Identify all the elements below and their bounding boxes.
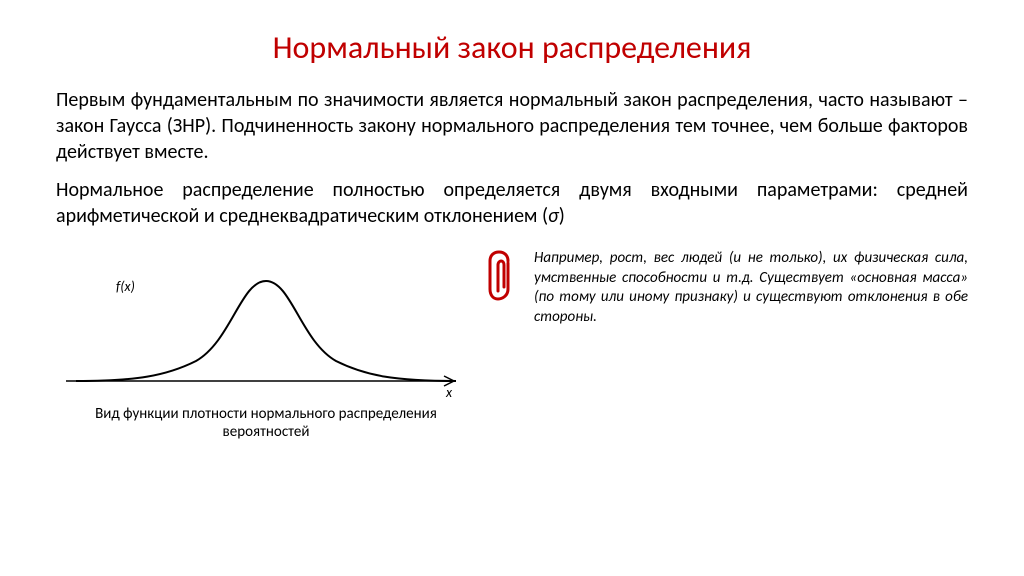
clip-column xyxy=(476,241,526,305)
paragraph-2-suffix: ) xyxy=(559,204,565,228)
bell-curve-path xyxy=(76,281,456,381)
chart-caption: Вид функции плотности нормального распре… xyxy=(56,405,476,441)
slide: Нормальный закон распределения Первым фу… xyxy=(0,0,1024,576)
bell-curve-chart: f(x) x xyxy=(56,241,456,401)
paragraph-2-prefix: Нормальное распределение полностью опред… xyxy=(56,178,968,228)
paragraph-1: Первым фундаментальным по значимости явл… xyxy=(56,87,968,165)
example-text: Например, рост, вес людей (и не только),… xyxy=(526,241,968,327)
slide-title: Нормальный закон распределения xyxy=(56,28,968,67)
x-label: x xyxy=(445,384,453,401)
sigma-symbol: σ xyxy=(548,204,559,228)
fx-label: f(x) xyxy=(116,278,135,295)
bottom-row: f(x) x Вид функции плотности нормального… xyxy=(56,241,968,441)
paperclip-icon xyxy=(484,249,518,305)
chart-column: f(x) x Вид функции плотности нормального… xyxy=(56,241,476,441)
paperclip-path xyxy=(490,252,508,299)
paragraph-2: Нормальное распределение полностью опред… xyxy=(56,177,968,229)
